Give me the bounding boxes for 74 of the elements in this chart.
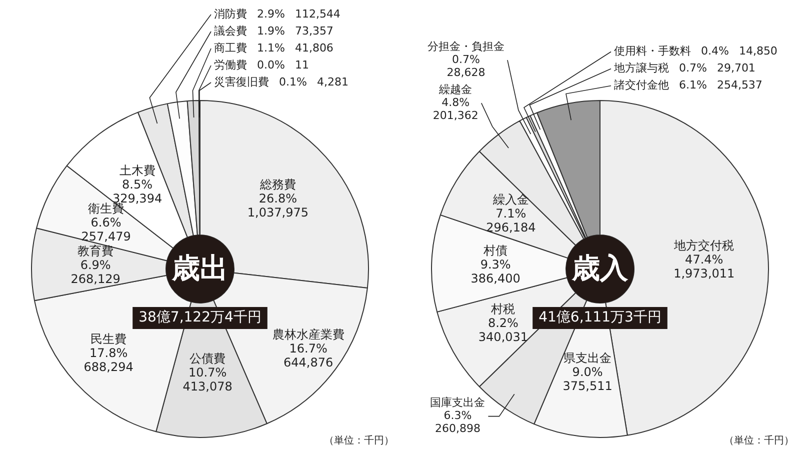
slice-label: 地方譲与税 <box>613 62 669 75</box>
data-label: 0.1% <box>279 75 307 88</box>
slice-label: 衛生費 <box>88 201 124 216</box>
text: 歳入 <box>571 251 629 284</box>
data-label: 2.9% <box>257 7 285 20</box>
slice-label: 教育費 <box>78 244 114 258</box>
slice-label: 総務費 <box>258 178 296 192</box>
slice-label: 分担金・負担金 <box>427 40 504 53</box>
text: 112,544 <box>294 7 340 20</box>
slice-label: 民生費 <box>90 332 127 346</box>
category-label: 労働費 <box>214 58 247 72</box>
text: 413,078 <box>182 379 232 394</box>
text: 386,400 <box>470 272 520 286</box>
data-label: 4.8% <box>442 96 470 109</box>
data-label: 16.7% <box>289 341 328 356</box>
slice-label: 災害復旧費 <box>214 75 269 88</box>
text: 11 <box>294 58 309 72</box>
slice-label: 土木費 <box>119 164 156 178</box>
text: 41,806 <box>294 41 334 54</box>
text: 1,037,975 <box>247 206 308 220</box>
slice-label: 消防費 <box>214 7 247 20</box>
data-label: 9.0% <box>572 364 603 379</box>
text: （単位：千円） <box>724 434 794 447</box>
slice-label: 繰入金 <box>492 192 529 207</box>
slice-label: 諸交付金他 <box>614 78 669 92</box>
data-label: 10.7% <box>188 365 227 380</box>
text: 688,294 <box>84 360 134 374</box>
slice-label: 農林水産業費 <box>272 327 344 342</box>
slice-label: 公債費 <box>190 351 226 366</box>
data-label: 1.9% <box>257 24 285 38</box>
text: 201,362 <box>432 108 478 122</box>
data-label: 47.4% <box>685 252 724 267</box>
data-label: 1.1% <box>257 41 285 54</box>
data-label: 6.9% <box>80 258 111 272</box>
text: 41億6,111万3千円 <box>538 310 662 326</box>
text: 296,184 <box>486 220 536 235</box>
slice-label: 繰越金 <box>438 82 472 96</box>
text: 38億7,122万4千円 <box>138 310 262 326</box>
data-label: 26.8% <box>258 192 297 206</box>
text: 644,876 <box>283 355 334 370</box>
data-label: 8.5% <box>122 178 153 192</box>
data-label: 6.6% <box>90 215 122 230</box>
text: 29,701 <box>716 62 756 75</box>
text: 4,281 <box>316 75 348 88</box>
text: 268,129 <box>70 272 120 286</box>
text: 14,850 <box>738 44 778 58</box>
slice-label: 国庫支出金 <box>430 396 486 410</box>
data-label: 6.3% <box>444 409 472 422</box>
slice-label: 地方交付税 <box>673 238 734 253</box>
text: 28,628 <box>446 66 486 79</box>
slice-label: 商工費 <box>214 41 247 54</box>
data-label: 7.1% <box>496 206 526 221</box>
text: 254,537 <box>716 78 762 92</box>
slice-label: 使用料・手数料 <box>614 44 691 58</box>
text: 0.0% <box>257 58 285 72</box>
data-label: 9.3% <box>480 258 511 272</box>
text: 73,357 <box>294 24 334 38</box>
text: 歳出 <box>171 251 228 284</box>
data-label: 17.8% <box>90 346 128 360</box>
text: 260,898 <box>434 422 480 436</box>
slice-label: 県支出金 <box>564 350 612 365</box>
data-label: 8.2% <box>488 316 518 330</box>
data-label: 0.4% <box>701 44 729 58</box>
data-label: 0.7% <box>452 52 480 66</box>
text: （単位：千円） <box>324 434 394 447</box>
slice-label: 村税 <box>490 302 516 316</box>
data-label: 0.7% <box>679 62 707 75</box>
data-label: 6.1% <box>679 78 707 92</box>
slice-label: 議会費 <box>214 24 247 38</box>
text: 340,031 <box>478 330 528 344</box>
text: 257,479 <box>81 229 131 244</box>
slice-label: 村債 <box>482 244 508 258</box>
text: 1,973,011 <box>674 266 735 281</box>
text: 375,511 <box>562 378 612 393</box>
